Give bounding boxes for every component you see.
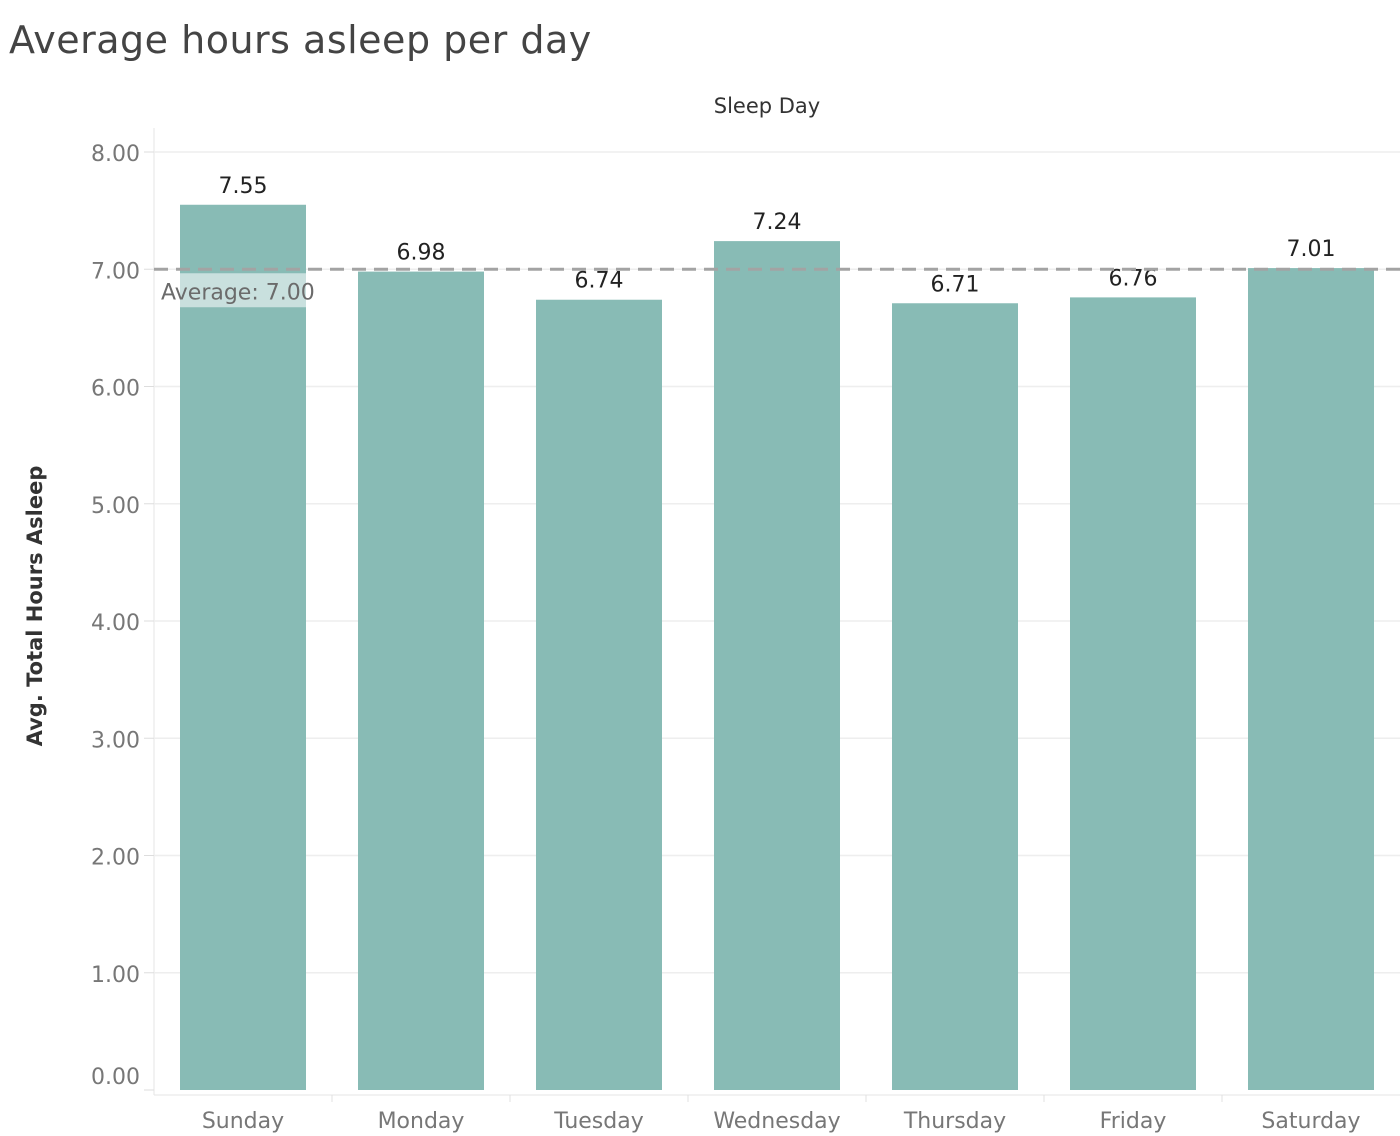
x-tick-label: Tuesday	[553, 1109, 644, 1134]
bar-value-label: 7.55	[219, 174, 268, 199]
y-tick-label: 5.00	[91, 494, 140, 519]
y-tick-label: 3.00	[91, 728, 140, 753]
x-tick-label: Wednesday	[713, 1109, 840, 1134]
bar-value-label: 7.24	[753, 210, 802, 235]
bar-value-label: 6.98	[397, 241, 446, 266]
average-reference-label: Average: 7.00	[161, 280, 315, 305]
bar-value-label: 6.74	[575, 269, 624, 294]
column-header-label: Sleep Day	[713, 94, 821, 118]
bar	[714, 241, 840, 1091]
x-tick-label: Thursday	[903, 1109, 1006, 1134]
bar	[1070, 297, 1196, 1090]
y-tick-label: 4.00	[91, 611, 140, 636]
x-tick-label: Saturday	[1261, 1109, 1360, 1134]
bar-value-label: 7.01	[1287, 237, 1336, 262]
y-tick-label: 1.00	[91, 963, 140, 988]
y-tick-label: 2.00	[91, 846, 140, 871]
average-label-background	[158, 273, 310, 308]
column-header: Sleep Day	[0, 94, 1400, 118]
x-tick-label: Sunday	[202, 1109, 284, 1134]
y-tick-label: 7.00	[91, 259, 140, 284]
bar-value-label: 6.71	[931, 272, 980, 297]
bar	[536, 299, 662, 1090]
bar	[1248, 268, 1374, 1090]
y-tick-label: 6.00	[91, 377, 140, 402]
y-tick-label: 0.00	[91, 1065, 140, 1090]
bar	[892, 303, 1018, 1090]
x-tick-label: Monday	[378, 1109, 465, 1134]
bar	[180, 204, 306, 1090]
x-tick-label: Friday	[1100, 1109, 1167, 1134]
bar	[358, 271, 484, 1091]
y-tick-label: 8.00	[91, 142, 140, 167]
chart-title: Average hours asleep per day	[9, 18, 592, 62]
